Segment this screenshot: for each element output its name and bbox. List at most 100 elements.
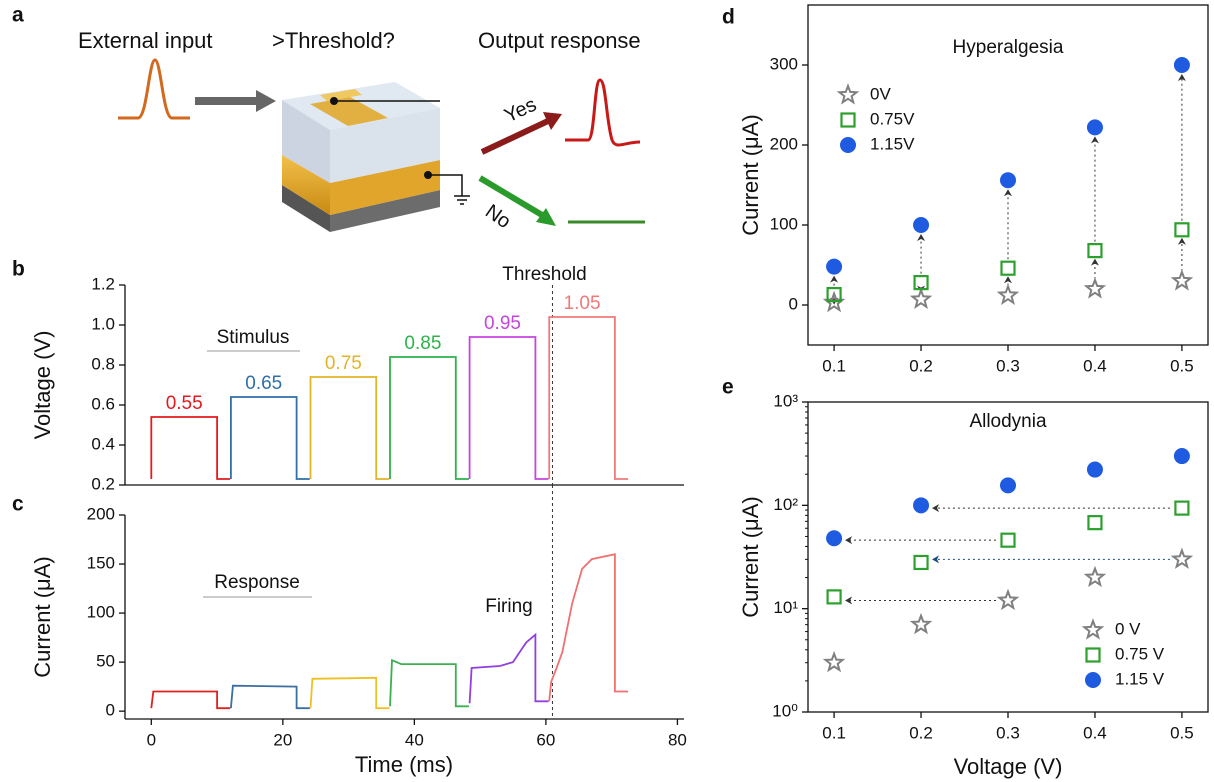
x-tick-label: 0.5 <box>1170 723 1194 742</box>
annotation: Stimulus <box>217 327 290 348</box>
line <box>389 658 469 708</box>
legend-marker <box>1081 618 1105 640</box>
x-tick-label: 0.2 <box>909 356 933 375</box>
output-pulse <box>565 78 641 147</box>
point <box>913 275 929 291</box>
y-axis-label: Current (μA) <box>738 496 763 617</box>
legend-marker <box>840 137 856 153</box>
wire <box>428 174 463 196</box>
point <box>1173 448 1190 465</box>
x-tick-label: 0.3 <box>996 356 1020 375</box>
line <box>150 416 231 480</box>
line <box>309 676 390 710</box>
legend-label: 0V <box>870 84 891 103</box>
y-tick-label: 200 <box>770 134 798 153</box>
point <box>1087 515 1103 531</box>
point <box>1000 477 1016 494</box>
point <box>1170 269 1194 291</box>
no-arrowhead <box>536 208 556 226</box>
y-tick-label: 0.8 <box>91 354 115 373</box>
y-axis-label: Current (μA) <box>738 114 763 235</box>
point <box>913 217 930 233</box>
chart-title: Allodynia <box>969 411 1047 432</box>
panel-letter: d <box>722 6 735 29</box>
input-label: External input <box>78 28 213 53</box>
x-tick-label: 0.4 <box>1083 723 1107 742</box>
line <box>230 396 310 480</box>
point <box>1086 119 1103 136</box>
y-tick-label: 0.6 <box>91 394 115 413</box>
x-axis-label: Time (ms) <box>355 752 453 777</box>
point <box>913 497 930 514</box>
y-tick-label: 0.2 <box>91 474 115 493</box>
legend-label: 0.75 V <box>1115 644 1165 663</box>
legend-marker <box>840 112 856 128</box>
point <box>909 287 933 310</box>
series-label: 0.85 <box>404 333 441 354</box>
line <box>548 316 629 480</box>
legend-marker <box>836 83 860 105</box>
point <box>1174 222 1190 238</box>
line <box>309 376 390 480</box>
point <box>1086 461 1103 478</box>
series-label: 0.65 <box>245 373 282 394</box>
input-pulse <box>118 58 190 120</box>
x-tick-label: 0.1 <box>822 356 846 375</box>
device-top <box>282 100 330 183</box>
panel-letter: b <box>12 258 25 281</box>
x-tick-label: 0.3 <box>996 723 1020 742</box>
x-tick-label: 0.1 <box>822 723 846 742</box>
x-tick-label: 0 <box>147 730 156 749</box>
line <box>468 336 549 480</box>
point <box>1174 500 1190 516</box>
annotation: Firing <box>485 596 533 617</box>
y-tick-label: 10⁰ <box>772 701 798 720</box>
panel-letter: e <box>722 376 734 399</box>
point <box>913 554 929 571</box>
electrode <box>310 97 388 126</box>
x-axis-label: Voltage (V) <box>954 754 1063 779</box>
yes-arrow <box>480 118 550 155</box>
y-tick-label: 0.4 <box>91 434 115 453</box>
point <box>996 283 1020 306</box>
y-tick-label: 10³ <box>773 391 798 410</box>
series-label: 0.55 <box>166 393 203 414</box>
point <box>822 650 846 673</box>
y-tick-label: 50 <box>96 652 115 671</box>
plot-frame <box>807 401 1209 713</box>
device-top <box>330 108 440 183</box>
point <box>909 612 933 635</box>
point <box>826 258 843 275</box>
x-tick-label: 80 <box>668 730 687 749</box>
point <box>1087 243 1103 259</box>
legend-marker <box>1085 672 1101 688</box>
point <box>1000 260 1016 276</box>
y-tick-label: 1.2 <box>91 274 115 293</box>
series-label: 0.95 <box>484 313 521 334</box>
input-arrowhead <box>256 90 276 112</box>
x-tick-label: 0.4 <box>1083 356 1107 375</box>
point <box>1083 565 1107 588</box>
yes-label: Yes <box>501 94 540 128</box>
y-axis-label: Current (μA) <box>30 556 55 677</box>
y-tick-label: 1.0 <box>91 314 115 333</box>
point <box>1173 57 1190 73</box>
x-tick-label: 20 <box>273 730 292 749</box>
x-tick-label: 40 <box>405 730 424 749</box>
y-tick-label: 100 <box>770 214 798 233</box>
point <box>826 530 843 547</box>
y-tick-label: 100 <box>87 603 115 622</box>
threshold-label: Threshold <box>502 264 587 285</box>
line <box>230 684 310 710</box>
point <box>1000 532 1016 548</box>
device-base <box>282 185 330 232</box>
panel-letter: c <box>12 493 24 516</box>
series-label: 1.05 <box>564 293 601 314</box>
y-tick-label: 150 <box>87 554 115 573</box>
y-tick-label: 0 <box>789 294 798 313</box>
chart-title: Hyperalgesia <box>953 37 1064 58</box>
point <box>826 589 842 605</box>
question-label: >Threshold? <box>272 28 395 53</box>
point <box>1170 547 1194 569</box>
